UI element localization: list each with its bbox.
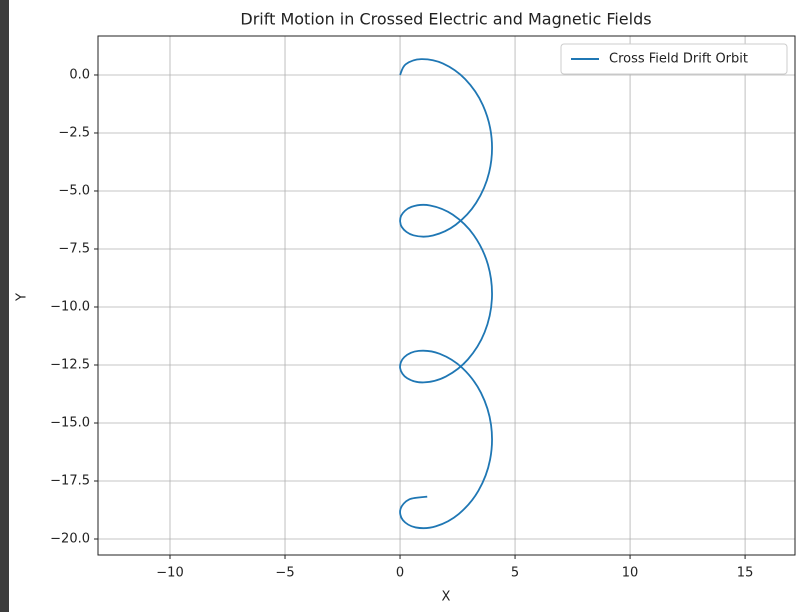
y-tick-label: 0.0 — [69, 67, 90, 82]
y-tick-label: −5.0 — [58, 183, 90, 198]
x-axis-label: X — [442, 590, 451, 605]
y-tick-label: −17.5 — [50, 473, 90, 488]
y-tick-label: −15.0 — [50, 415, 90, 430]
x-tick-label: 15 — [737, 566, 754, 581]
chart-title: Drift Motion in Crossed Electric and Mag… — [240, 10, 651, 29]
y-tick-label: −7.5 — [58, 241, 90, 256]
y-axis-label: Y — [15, 293, 30, 302]
x-tick-label: 5 — [511, 566, 519, 581]
window-edge — [0, 0, 9, 612]
legend-label: Cross Field Drift Orbit — [609, 52, 748, 67]
y-tick-label: −20.0 — [50, 531, 90, 546]
plot-frame — [97, 35, 796, 556]
x-tick-label: 10 — [622, 566, 639, 581]
x-tick-label: −5 — [275, 566, 294, 581]
orbit-line — [399, 58, 493, 530]
x-tick-label: 0 — [396, 566, 404, 581]
x-tick-label: −10 — [156, 566, 183, 581]
y-tick-label: −10.0 — [50, 299, 90, 314]
legend-box — [560, 43, 788, 75]
y-tick-label: −2.5 — [58, 125, 90, 140]
y-tick-label: −12.5 — [50, 357, 90, 372]
